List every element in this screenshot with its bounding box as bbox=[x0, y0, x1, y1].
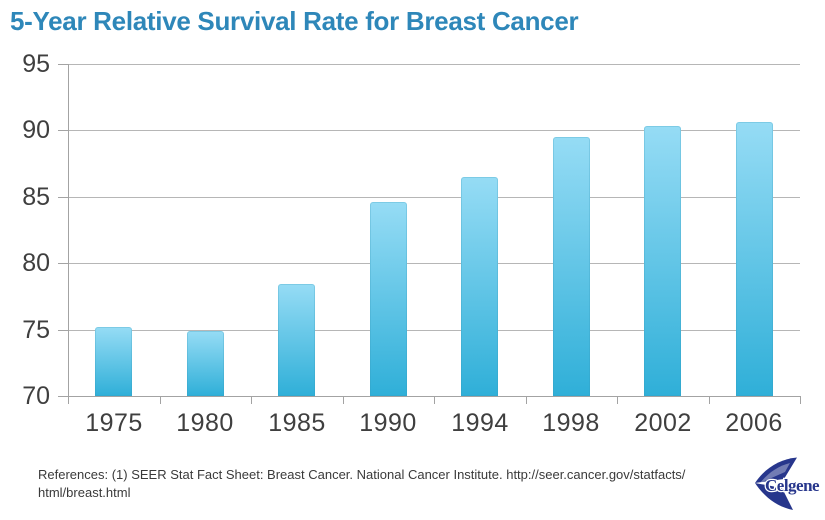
grid-line bbox=[68, 64, 800, 65]
x-axis-tick bbox=[526, 396, 527, 404]
y-axis-tick-label: 95 bbox=[22, 50, 50, 78]
y-axis-tick-label: 90 bbox=[22, 116, 50, 144]
x-axis-tick bbox=[343, 396, 344, 404]
y-axis-line bbox=[68, 64, 69, 396]
x-axis-label: 2006 bbox=[725, 409, 783, 437]
x-axis-label: 1975 bbox=[85, 409, 143, 437]
x-axis-tick bbox=[68, 396, 69, 404]
grid-line bbox=[68, 130, 800, 131]
x-axis-label: 1990 bbox=[359, 409, 417, 437]
y-axis-tick bbox=[58, 330, 68, 331]
bar-1985 bbox=[278, 284, 315, 396]
y-axis-tick bbox=[58, 263, 68, 264]
y-axis-tick-label: 85 bbox=[22, 183, 50, 211]
bar-1998 bbox=[553, 137, 590, 396]
x-axis-tick bbox=[709, 396, 710, 404]
y-axis-tick-label: 80 bbox=[22, 249, 50, 277]
y-axis-tick bbox=[58, 64, 68, 65]
x-axis-tick bbox=[800, 396, 801, 404]
y-axis-tick bbox=[58, 197, 68, 198]
x-axis-tick bbox=[160, 396, 161, 404]
x-axis-label: 1998 bbox=[542, 409, 600, 437]
references-text: References: (1) SEER Stat Fact Sheet: Br… bbox=[38, 466, 728, 501]
bar-1975 bbox=[95, 327, 132, 396]
x-axis-tick bbox=[434, 396, 435, 404]
x-axis-label: 1994 bbox=[451, 409, 509, 437]
bar-1990 bbox=[370, 202, 407, 396]
y-axis-tick-label: 70 bbox=[22, 382, 50, 410]
celgene-logo-mark: Celgene bbox=[755, 457, 822, 510]
y-axis-tick-label: 75 bbox=[22, 316, 50, 344]
x-axis-label: 2002 bbox=[634, 409, 692, 437]
bar-2006 bbox=[736, 122, 773, 396]
celgene-logo-text: Celgene bbox=[765, 476, 820, 495]
x-axis-label: 1980 bbox=[176, 409, 234, 437]
grid-line bbox=[68, 330, 800, 331]
x-axis-label: 1985 bbox=[268, 409, 326, 437]
grid-line bbox=[68, 263, 800, 264]
y-axis-tick bbox=[58, 396, 68, 397]
references-line-2: html/breast.html bbox=[38, 484, 131, 500]
chart-title: 5-Year Relative Survival Rate for Breast… bbox=[10, 6, 579, 36]
grid-line bbox=[68, 197, 800, 198]
x-axis-tick bbox=[251, 396, 252, 404]
celgene-logo: Celgene bbox=[752, 455, 822, 513]
references-line-1: References: (1) SEER Stat Fact Sheet: Br… bbox=[38, 467, 686, 482]
y-axis-tick bbox=[58, 130, 68, 131]
bar-1994 bbox=[461, 177, 498, 396]
bar-2002 bbox=[644, 126, 681, 396]
x-axis-tick bbox=[617, 396, 618, 404]
bar-1980 bbox=[187, 331, 224, 396]
